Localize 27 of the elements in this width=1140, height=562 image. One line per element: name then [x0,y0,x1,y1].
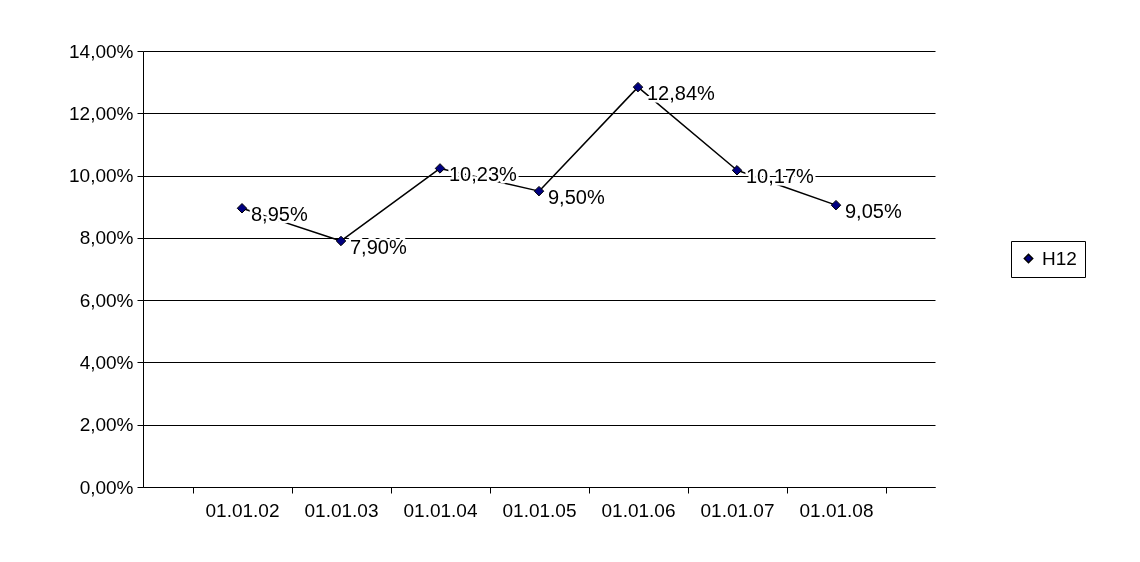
y-tick-label: 10,00% [69,165,134,187]
legend-label: H12 [1042,247,1077,269]
point [533,185,545,197]
point [335,235,347,247]
y-tick-label: 12,00% [69,102,134,124]
x-tick-label: 01.01.04 [403,499,478,521]
x-tick-label: 01.01.03 [304,499,379,521]
y-tick-label: 8,00% [79,227,134,249]
x-tick-label: 01.01.06 [601,499,676,521]
point [731,165,743,176]
x-tick-label: 01.01.02 [205,499,280,521]
point [434,163,446,174]
data-label: 12,84% [647,82,716,105]
y-tick-label: 2,00% [79,414,134,436]
point [632,81,644,93]
x-tick-label: 01.01.05 [502,499,577,521]
data-label: 7,90% [350,235,407,258]
data-label: 9,05% [845,200,902,223]
x-tick-label: 01.01.08 [799,499,874,521]
y-tick-label: 4,00% [79,351,134,373]
data-label: 9,50% [548,186,605,209]
y-tick-label: 0,00% [79,476,134,498]
point [830,199,842,211]
y-tick-label: 6,00% [79,289,134,311]
x-tick-label: 01.01.07 [700,499,775,521]
point [236,203,248,214]
y-tick-label: 14,00% [69,40,134,62]
